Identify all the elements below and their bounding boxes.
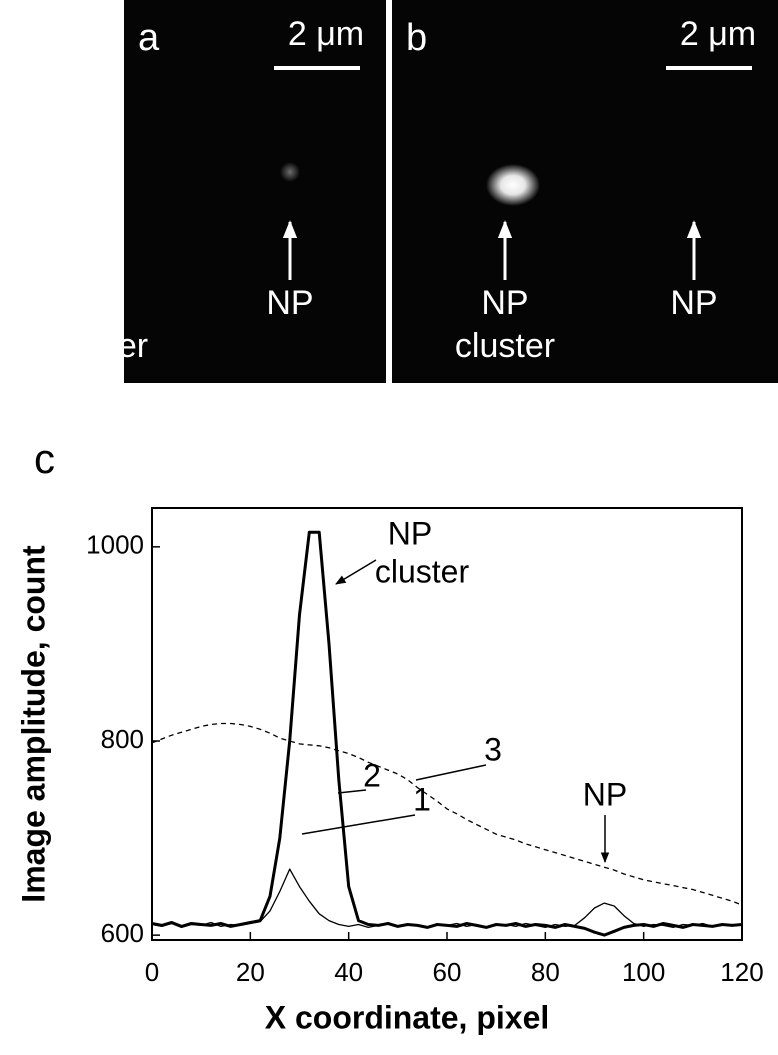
series-line [151,868,743,929]
line-chart: c 0 20 40 60 80 100 120 600 800 1000 X coordinate, … [15,435,763,1035]
panel-label: c [34,435,55,482]
x-tick-label: 0 [145,957,159,987]
np-cluster-spot [91,178,105,192]
x-tick-label: 100 [622,957,665,987]
y-tick-label: 800 [101,724,144,754]
x-tick-label: 60 [433,957,462,987]
annotation-pointer [337,789,367,794]
spot-label: NP [266,284,313,322]
series-line [151,722,743,906]
x-axis-label: X coordinate, pixel [265,999,550,1035]
annotation: 3 [484,731,502,767]
series-line [151,530,743,937]
annotation: NP [583,776,627,812]
annotation-pointer [415,764,487,781]
np-cluster-spot-bright [486,164,540,206]
scale-bar-label: 2 μm [288,15,364,53]
x-tick-label: 40 [334,957,363,987]
image-panel-b [392,0,778,383]
y-tick-label: 600 [101,918,144,948]
spot-label: NP [481,284,528,322]
panel-overlays: a 2 μm NP cluster NP b 2 μm NP cluster NP [48,15,756,365]
y-axis-label: Image amplitude, count [15,545,51,903]
x-tick-label: 20 [236,957,265,987]
np-spot [280,162,300,182]
x-tick-label: 80 [531,957,560,987]
panel-label: b [406,17,427,59]
image-panel-a [124,0,386,383]
spot-label: NP [670,284,717,322]
annotation: 1 [413,781,431,817]
spot-label: cluster [48,327,148,365]
y-tick-label: 1000 [86,530,144,560]
spot-label: NP [74,284,121,322]
annotation-pointer [301,814,416,835]
panel-label: a [138,17,160,59]
annotation-pointer [335,559,377,585]
annotation: cluster [375,553,470,589]
x-tick-label: 120 [720,957,763,987]
annotation: NP [388,515,432,551]
annotation: 2 [363,757,381,793]
spot-label: cluster [455,327,555,365]
scale-bar-label: 2 μm [680,15,756,53]
